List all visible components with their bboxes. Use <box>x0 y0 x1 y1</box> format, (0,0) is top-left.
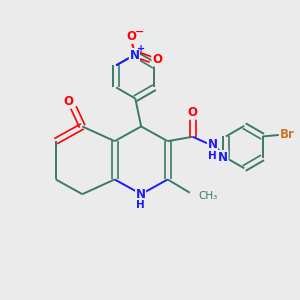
Text: −: − <box>135 26 144 37</box>
Text: CH₃: CH₃ <box>198 190 217 201</box>
Text: +: + <box>137 44 145 54</box>
Text: O: O <box>127 30 136 43</box>
Text: O: O <box>152 53 162 66</box>
Text: N: N <box>218 151 228 164</box>
Text: Br: Br <box>280 128 295 142</box>
Text: H: H <box>136 200 145 210</box>
Text: N: N <box>207 139 218 152</box>
Text: O: O <box>188 106 198 119</box>
Text: O: O <box>63 95 73 108</box>
Text: N: N <box>136 188 146 201</box>
Text: H: H <box>208 151 217 161</box>
Text: N: N <box>129 49 140 62</box>
